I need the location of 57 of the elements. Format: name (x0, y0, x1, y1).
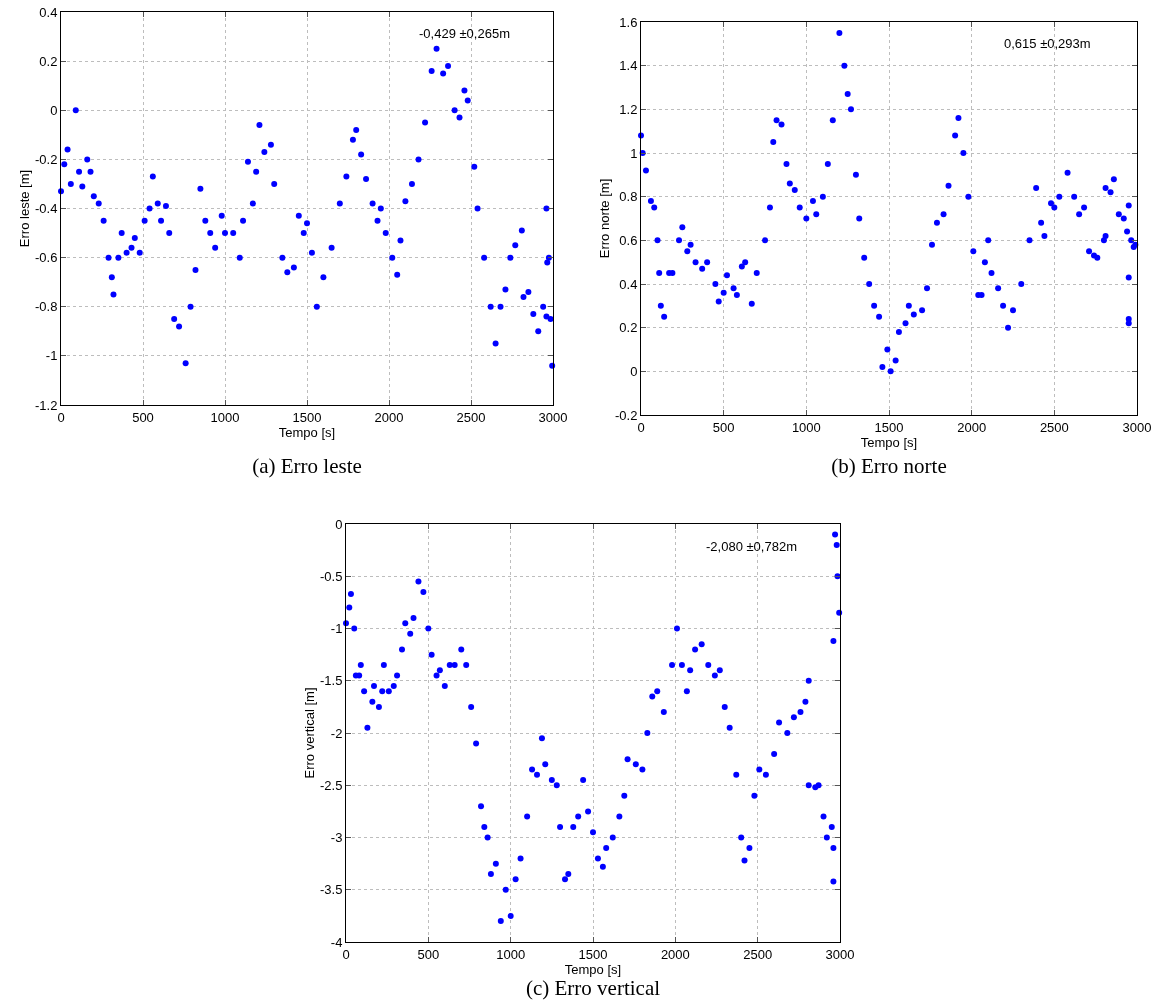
y-tick-label: -0.4 (34, 201, 58, 217)
y-tick-label: 0 (630, 363, 638, 379)
annotation: 0,615 ±0,293m (1004, 36, 1091, 51)
x-tick-label: 2000 (660, 946, 690, 962)
annotation: -2,080 ±0,782m (706, 539, 797, 554)
y-tick-label: 0.8 (619, 189, 638, 205)
y-tick-label: 0.4 (39, 4, 58, 20)
x-tick-label: 1000 (496, 946, 526, 962)
x-tick-label: 500 (417, 946, 440, 962)
x-tick-label: 500 (132, 409, 154, 425)
y-tick-label: -1.5 (319, 673, 343, 689)
x-tick-label: 2500 (456, 409, 486, 425)
y-tick-label: 0 (335, 516, 343, 532)
y-tick-label: -2 (330, 725, 343, 741)
x-tick-label: 500 (712, 419, 735, 435)
x-tick-label: 1000 (210, 409, 240, 425)
y-tick-label: -1.2 (34, 397, 58, 413)
x-tick-label: 1500 (578, 946, 608, 962)
y-tick-label: -0.8 (34, 299, 58, 315)
x-tick-label: 3000 (538, 409, 568, 425)
y-axis-title: Erro vertical [m] (301, 687, 317, 779)
y-tick-label: 0.2 (39, 53, 58, 69)
x-axis-title: Tempo [s] (564, 961, 622, 977)
y-tick-label: -0.6 (34, 250, 58, 266)
y-tick-label: -2.5 (319, 777, 343, 793)
y-tick-label: 0.2 (619, 320, 638, 336)
y-tick-label: 1.6 (619, 14, 638, 30)
y-tick-label: -1 (45, 348, 58, 364)
y-tick-label: -0.2 (34, 151, 58, 167)
y-tick-label: -3 (330, 830, 343, 846)
y-tick-label: -4 (330, 934, 343, 950)
text: (a) Erro leste (252, 453, 362, 478)
x-tick-label: 3000 (825, 946, 855, 962)
x-tick-label: 2500 (1039, 419, 1069, 435)
y-tick-label: -1 (330, 621, 343, 637)
annotation: -0,429 ±0,265m (419, 26, 510, 41)
y-axis-title: Erro norte [m] (596, 178, 612, 259)
x-axis-title: Tempo [s] (278, 424, 336, 440)
y-tick-label: 1.2 (619, 101, 638, 117)
y-tick-label: -3.5 (319, 882, 343, 898)
x-tick-label: 1500 (292, 409, 322, 425)
x-tick-label: 2000 (957, 419, 987, 435)
y-tick-label: 0.6 (619, 232, 638, 248)
x-tick-label: 2000 (374, 409, 404, 425)
y-tick-label: 1.4 (619, 58, 638, 74)
text: (b) Erro norte (831, 453, 947, 478)
y-tick-label: -0.5 (319, 568, 343, 584)
x-tick-label: 3000 (1122, 419, 1152, 435)
x-tick-label: 1500 (874, 419, 904, 435)
y-axis-title: Erro leste [m] (16, 169, 32, 248)
y-tick-label: 1 (630, 145, 638, 161)
y-tick-label: -0.2 (614, 407, 638, 423)
y-tick-label: 0 (50, 102, 58, 118)
x-tick-label: 1000 (791, 419, 821, 435)
x-tick-label: 2500 (743, 946, 773, 962)
y-tick-label: 0.4 (619, 276, 638, 292)
x-axis-title: Tempo [s] (860, 434, 918, 450)
